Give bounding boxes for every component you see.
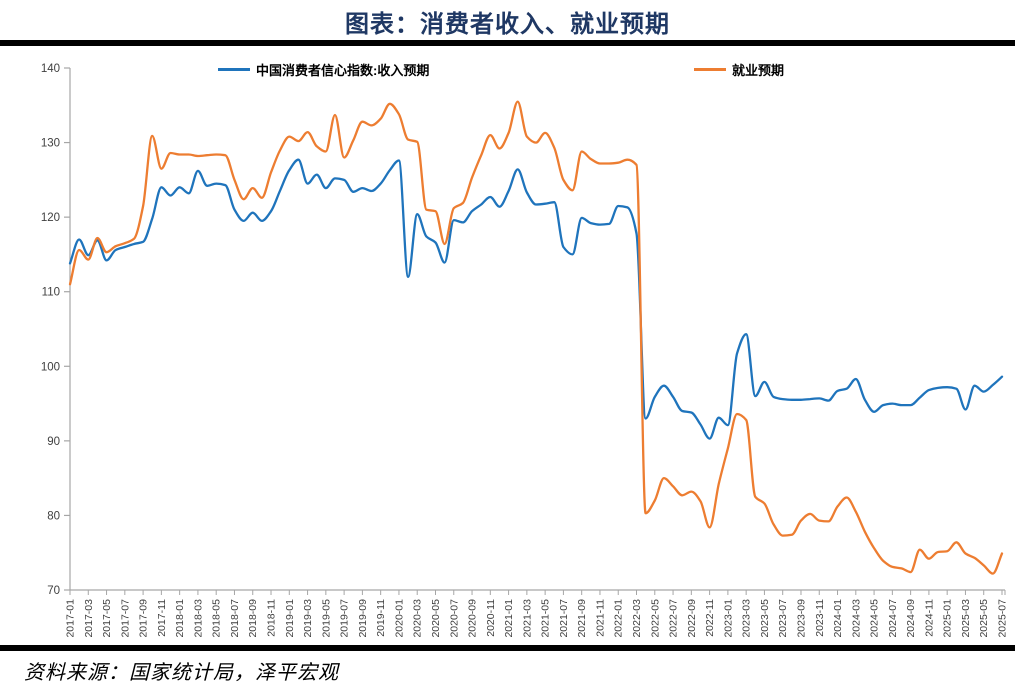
y-tick-label: 130 <box>41 138 60 150</box>
employment-line-swatch <box>694 68 726 71</box>
x-tick-label: 2024-07 <box>887 599 899 638</box>
x-tick-label: 2018-11 <box>266 599 278 637</box>
x-tick-label: 2021-03 <box>521 599 533 638</box>
x-tick-label: 2024-03 <box>850 599 862 638</box>
x-tick-label: 2019-03 <box>302 599 314 638</box>
income-line-swatch <box>218 68 250 71</box>
x-tick-label: 2023-09 <box>795 599 807 638</box>
x-tick-label: 2023-03 <box>741 599 753 638</box>
x-tick-label: 2021-05 <box>540 599 552 638</box>
x-tick-label: 2021-09 <box>576 599 588 638</box>
x-tick-label: 2020-07 <box>448 599 460 638</box>
page-title: 图表：消费者收入、就业预期 <box>345 11 670 38</box>
y-tick-label: 140 <box>41 63 60 75</box>
x-tick-label: 2019-01 <box>284 599 296 638</box>
x-tick-label: 2023-05 <box>759 599 771 638</box>
x-tick-label: 2022-11 <box>704 599 716 637</box>
x-tick-label: 2025-03 <box>960 599 972 638</box>
x-tick-label: 2019-09 <box>357 599 369 638</box>
x-tick-label: 2025-07 <box>997 599 1009 638</box>
x-tick-label: 2017-07 <box>119 599 131 638</box>
x-tick-label: 2020-03 <box>412 599 424 638</box>
y-tick-label: 90 <box>47 436 60 448</box>
y-tick-label: 120 <box>41 212 60 224</box>
source-note: 资料来源：国家统计局，泽平宏观 <box>24 662 339 684</box>
x-tick-label: 2023-11 <box>814 599 826 637</box>
x-tick-label: 2017-05 <box>101 599 113 638</box>
x-tick-label: 2018-01 <box>174 599 186 638</box>
x-tick-label: 2017-03 <box>83 599 95 638</box>
x-tick-label: 2021-11 <box>594 599 606 637</box>
employment-line <box>68 100 1004 575</box>
x-tick-label: 2025-01 <box>942 599 954 638</box>
x-tick-label: 2019-05 <box>320 599 332 638</box>
x-tick-label: 2018-07 <box>229 599 241 638</box>
x-tick-label: 2022-01 <box>613 599 625 638</box>
legend-item-income: 中国消费者信心指数:收入预期 <box>218 60 429 79</box>
legend-label-income: 中国消费者信心指数:收入预期 <box>256 63 430 78</box>
chart-legend: 中国消费者信心指数:收入预期 就业预期 <box>0 60 1015 80</box>
x-tick-label: 2024-09 <box>905 599 917 638</box>
y-tick-label: 100 <box>41 361 60 373</box>
x-tick-label: 2017-01 <box>65 599 77 638</box>
x-tick-label: 2018-05 <box>211 599 223 638</box>
x-tick-label: 2023-07 <box>777 599 789 638</box>
x-tick-label: 2025-05 <box>978 599 990 638</box>
title-divider <box>0 40 1015 46</box>
x-tick-label: 2024-01 <box>832 599 844 638</box>
y-tick-label: 70 <box>47 585 60 597</box>
x-tick-label: 2018-03 <box>192 599 204 638</box>
income-line <box>68 158 1004 440</box>
x-tick-label: 2021-01 <box>503 599 515 638</box>
x-tick-label: 2022-05 <box>649 599 661 638</box>
y-tick-label: 80 <box>47 510 60 522</box>
x-tick-label: 2023-01 <box>722 599 734 638</box>
legend-label-employment: 就业预期 <box>732 63 785 78</box>
x-tick-label: 2020-09 <box>467 599 479 638</box>
x-tick-label: 2024-11 <box>923 599 935 637</box>
x-tick-label: 2020-05 <box>430 599 442 638</box>
x-tick-label: 2019-11 <box>375 599 387 637</box>
x-tick-label: 2022-03 <box>631 599 643 638</box>
legend-item-employment: 就业预期 <box>694 60 784 79</box>
y-tick-label: 110 <box>42 287 60 299</box>
x-tick-label: 2019-07 <box>339 599 351 638</box>
line-chart: 70 80 90 100 110 120 130 140 2017-01 2017-03 2017-… <box>41 63 1009 638</box>
x-tick-label: 2020-01 <box>393 599 405 638</box>
x-tick-label: 2022-09 <box>686 599 698 638</box>
x-tick-label: 2021-07 <box>558 599 570 638</box>
x-tick-label: 2018-09 <box>247 599 259 638</box>
x-tick-label: 2022-07 <box>668 599 680 638</box>
x-tick-label: 2017-11 <box>156 599 168 637</box>
x-tick-label: 2017-09 <box>138 599 150 638</box>
x-tick-label: 2024-05 <box>869 599 881 638</box>
x-tick-label: 2020-11 <box>485 599 497 637</box>
footer-divider <box>0 645 1015 651</box>
